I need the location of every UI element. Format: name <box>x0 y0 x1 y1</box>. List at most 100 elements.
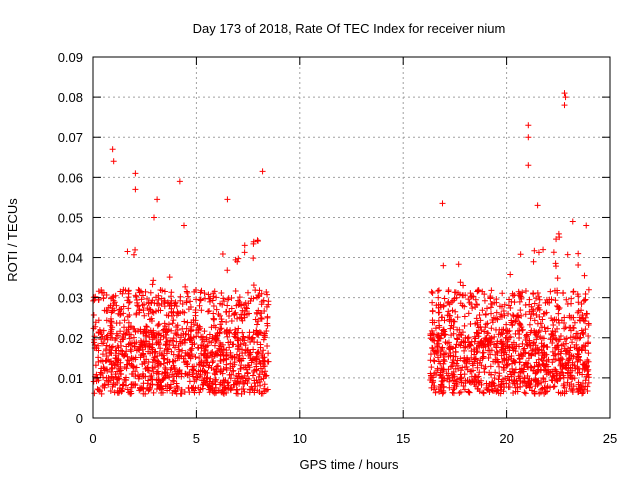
data-point <box>184 289 191 296</box>
data-point <box>161 288 168 295</box>
data-point <box>166 358 173 365</box>
data-point <box>517 378 524 385</box>
data-point <box>554 378 561 385</box>
data-point <box>234 379 241 386</box>
data-point <box>517 383 524 390</box>
data-point <box>130 251 137 258</box>
data-point <box>158 300 165 307</box>
data-point <box>219 251 226 258</box>
data-point <box>223 355 230 362</box>
data-point <box>447 312 454 319</box>
data-point <box>135 303 142 310</box>
x-tick-label: 0 <box>89 431 96 446</box>
data-point <box>502 345 509 352</box>
data-point <box>522 288 529 295</box>
data-point <box>501 312 508 319</box>
data-point <box>149 376 156 383</box>
data-point <box>439 314 446 321</box>
data-point <box>514 388 521 395</box>
data-point <box>150 327 157 334</box>
data-point <box>435 294 442 301</box>
data-point <box>157 336 164 343</box>
data-point <box>257 344 264 351</box>
data-point <box>571 362 578 369</box>
data-point <box>521 362 528 369</box>
data-point <box>256 378 263 385</box>
data-point <box>523 332 530 339</box>
data-point <box>252 383 259 390</box>
data-point <box>448 322 455 329</box>
data-point <box>179 300 186 307</box>
data-point <box>508 317 515 324</box>
data-point <box>428 384 435 391</box>
data-point <box>264 322 271 329</box>
data-point <box>150 389 157 396</box>
data-point <box>435 334 442 341</box>
data-point <box>505 336 512 343</box>
data-point <box>95 329 102 336</box>
data-point <box>506 377 513 384</box>
data-point <box>205 291 212 298</box>
data-point <box>191 389 198 396</box>
data-point <box>490 314 497 321</box>
data-point <box>161 355 168 362</box>
data-point <box>454 336 461 343</box>
data-point <box>99 351 106 358</box>
data-point <box>529 306 536 313</box>
data-point <box>509 311 516 318</box>
data-point <box>574 335 581 342</box>
data-point <box>440 383 447 390</box>
data-point <box>254 238 261 245</box>
data-point <box>103 291 110 298</box>
data-point <box>177 293 184 300</box>
data-point <box>165 312 172 319</box>
data-point <box>535 304 542 311</box>
data-point <box>155 330 162 337</box>
data-point <box>438 387 445 394</box>
data-point <box>510 357 517 364</box>
data-point <box>563 364 570 371</box>
data-point <box>122 287 129 294</box>
data-point <box>179 308 186 315</box>
data-point <box>139 292 146 299</box>
data-point <box>108 358 115 365</box>
data-point <box>517 307 524 314</box>
data-point <box>230 367 237 374</box>
data-point <box>227 365 234 372</box>
data-point <box>437 304 444 311</box>
data-point <box>169 320 176 327</box>
data-point <box>104 332 111 339</box>
data-point <box>517 251 524 258</box>
data-point <box>445 353 452 360</box>
data-point <box>117 288 124 295</box>
data-point <box>570 288 577 295</box>
data-point <box>575 262 582 269</box>
data-point <box>112 362 119 369</box>
data-point <box>211 387 218 394</box>
data-point <box>484 320 491 327</box>
data-point <box>253 331 260 338</box>
data-point <box>216 347 223 354</box>
data-point <box>212 334 219 341</box>
data-point <box>259 351 266 358</box>
data-point <box>108 318 115 325</box>
data-point <box>130 364 137 371</box>
data-point <box>479 307 486 314</box>
data-point <box>126 298 133 305</box>
data-point <box>226 371 233 378</box>
data-point <box>566 312 573 319</box>
data-point <box>536 327 543 334</box>
x-tick-label: 5 <box>193 431 200 446</box>
data-point <box>203 359 210 366</box>
data-point <box>581 366 588 373</box>
data-point <box>160 333 167 340</box>
data-point <box>550 249 557 256</box>
data-point <box>236 355 243 362</box>
data-point <box>535 249 542 256</box>
data-point <box>457 388 464 395</box>
data-point <box>532 378 539 385</box>
data-point <box>108 368 115 375</box>
data-point <box>481 328 488 335</box>
data-point <box>194 374 201 381</box>
data-point <box>540 310 547 317</box>
